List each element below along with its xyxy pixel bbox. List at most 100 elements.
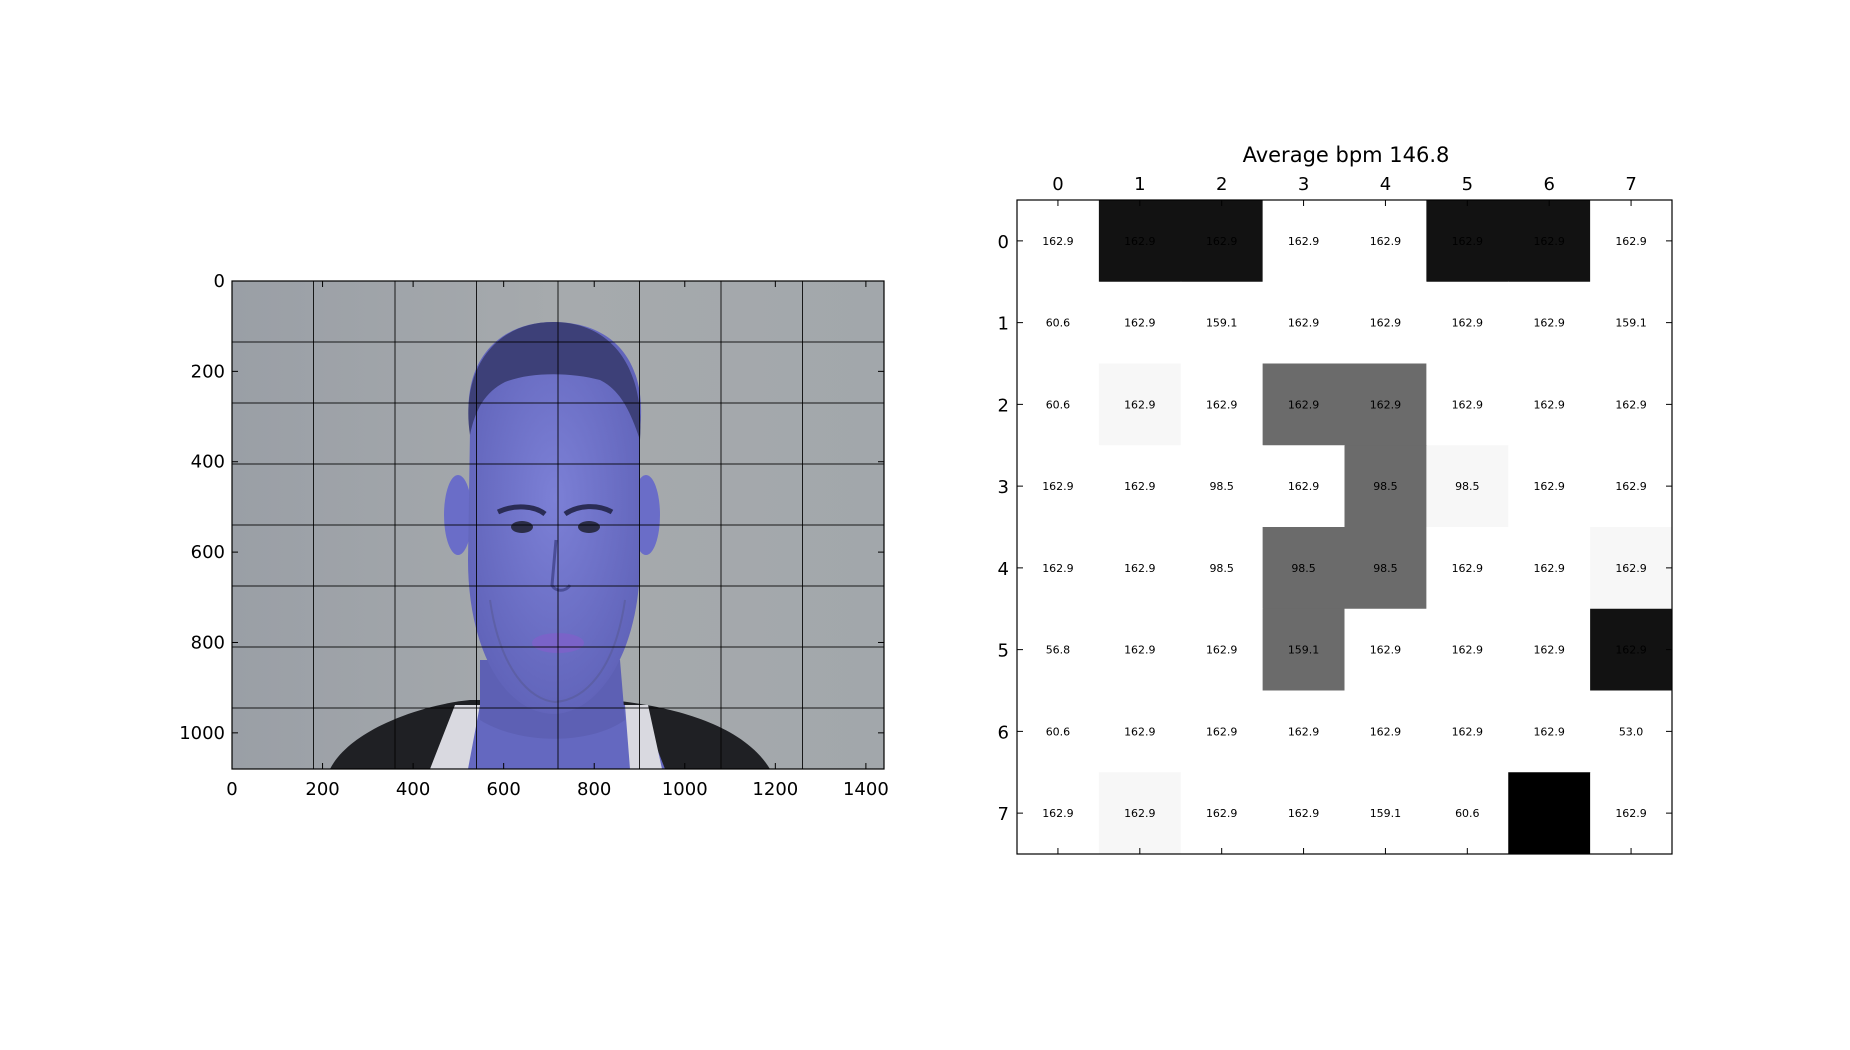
heatmap-cell-label: 162.9 bbox=[1533, 644, 1565, 657]
image-y-tick-label: 800 bbox=[191, 632, 225, 653]
heatmap-cell-label: 162.9 bbox=[1042, 562, 1074, 575]
heatmap-cell bbox=[1344, 608, 1427, 691]
image-y-tick-label: 400 bbox=[191, 452, 225, 473]
heatmap-cell bbox=[1180, 200, 1264, 283]
heatmap-cell-label: 162.9 bbox=[1206, 644, 1238, 657]
heatmap-cell-label: 162.9 bbox=[1452, 317, 1484, 330]
heatmap-cell-label: 159.1 bbox=[1206, 317, 1238, 330]
heatmap-y-tick-label: 1 bbox=[998, 314, 1009, 335]
heatmap-cell bbox=[1344, 363, 1427, 446]
heatmap-cell-label: 162.9 bbox=[1124, 398, 1156, 411]
heatmap-cell bbox=[1508, 281, 1591, 364]
heatmap-cell bbox=[1262, 281, 1345, 364]
image-y-tick-label: 0 bbox=[214, 271, 225, 292]
heatmap-cell-label: 162.9 bbox=[1615, 235, 1647, 248]
image-x-ticks: 0 200 400 600 800 1000 1200 1400 bbox=[226, 281, 889, 800]
heatmap-cell bbox=[1180, 363, 1264, 446]
heatmap-cell-label: 162.9 bbox=[1370, 235, 1402, 248]
heatmap-cell-label: 159.1 bbox=[1370, 807, 1402, 820]
heatmap-cell-label: 162.9 bbox=[1370, 398, 1402, 411]
image-x-tick-label: 600 bbox=[486, 779, 520, 800]
heatmap-cell-label: 162.9 bbox=[1533, 317, 1565, 330]
heatmap-x-tick-label: 2 bbox=[1216, 174, 1227, 195]
heatmap-cell bbox=[1262, 363, 1345, 446]
image-x-tick-label: 400 bbox=[396, 779, 430, 800]
image-y-tick-label: 600 bbox=[191, 542, 225, 563]
heatmap-cell-label: 162.9 bbox=[1288, 317, 1320, 330]
heatmap-cell bbox=[1344, 445, 1427, 528]
heatmap-cell-label: 162.9 bbox=[1533, 398, 1565, 411]
heatmap-cell-label: 162.9 bbox=[1124, 725, 1156, 738]
heatmap-y-tick-label: 5 bbox=[998, 641, 1009, 662]
heatmap-cell-label: 162.9 bbox=[1615, 480, 1647, 493]
heatmap-cell bbox=[1262, 608, 1345, 691]
heatmap-cell bbox=[1017, 772, 1100, 855]
heatmap-y-tick-label: 2 bbox=[998, 395, 1009, 416]
heatmap-cell-label: 60.6 bbox=[1046, 398, 1071, 411]
heatmap-cell-label: 162.9 bbox=[1042, 235, 1074, 248]
heatmap-cell-label: 162.9 bbox=[1533, 725, 1565, 738]
heatmap-cell-label: 162.9 bbox=[1124, 235, 1156, 248]
heatmap-cell-label: 162.9 bbox=[1206, 398, 1238, 411]
heatmap-cell-label: 159.1 bbox=[1288, 644, 1320, 657]
image-y-ticks: 0 200 400 600 800 1000 bbox=[179, 271, 884, 744]
heatmap-cell bbox=[1262, 527, 1345, 610]
heatmap-cell bbox=[1017, 200, 1100, 283]
heatmap-cell-label: 162.9 bbox=[1042, 807, 1074, 820]
image-x-tick-label: 800 bbox=[577, 779, 611, 800]
heatmap-cell bbox=[1098, 200, 1182, 283]
heatmap-cell-label: 162.9 bbox=[1042, 480, 1074, 493]
image-y-tick-label: 200 bbox=[191, 361, 225, 382]
heatmap-x-tick-label: 5 bbox=[1462, 174, 1473, 195]
heatmap-cell-label: 162.9 bbox=[1615, 398, 1647, 411]
heatmap-cell bbox=[1508, 445, 1591, 528]
heatmap-cell bbox=[1017, 281, 1100, 364]
heatmap-cell-label: 162.9 bbox=[1615, 807, 1647, 820]
heatmap-y-ticks: 0 1 2 3 4 5 6 7 bbox=[998, 232, 1672, 825]
heatmap-cell-label: 162.9 bbox=[1206, 725, 1238, 738]
heatmap-cell bbox=[1180, 772, 1264, 855]
heatmap-cell bbox=[1426, 445, 1509, 528]
heatmap-cell bbox=[1098, 772, 1182, 855]
heatmap-x-tick-label: 6 bbox=[1543, 174, 1554, 195]
heatmap-cell bbox=[1017, 527, 1100, 610]
heatmap-cell-label: 162.9 bbox=[1206, 807, 1238, 820]
heatmap-cell-label: 98.5 bbox=[1455, 480, 1480, 493]
heatmap-cell bbox=[1262, 200, 1345, 283]
heatmap-cell-label: 162.9 bbox=[1615, 644, 1647, 657]
heatmap-cell bbox=[1017, 608, 1100, 691]
heatmap-cell-label: 162.9 bbox=[1370, 317, 1402, 330]
heatmap-cell bbox=[1180, 690, 1264, 773]
heatmap-cell-label: 162.9 bbox=[1124, 562, 1156, 575]
heatmap-cell-label: 162.9 bbox=[1124, 480, 1156, 493]
heatmap-cell-label: 162.9 bbox=[1452, 398, 1484, 411]
heatmap-cell bbox=[1262, 772, 1345, 855]
heatmap-y-tick-label: 6 bbox=[998, 722, 1009, 743]
heatmap-cell bbox=[1508, 200, 1591, 283]
heatmap-cell bbox=[1426, 281, 1509, 364]
heatmap-cell-label: 98.5 bbox=[1373, 480, 1398, 493]
heatmap-cell bbox=[1180, 527, 1264, 610]
heatmap-cell bbox=[1017, 445, 1100, 528]
heatmap-cell bbox=[1590, 281, 1673, 364]
heatmap-cell bbox=[1426, 608, 1509, 691]
heatmap-cell bbox=[1344, 690, 1427, 773]
heatmap-cell bbox=[1098, 363, 1182, 446]
heatmap-y-tick-label: 4 bbox=[998, 559, 1009, 580]
heatmap-cell bbox=[1180, 608, 1264, 691]
heatmap-cell bbox=[1590, 608, 1673, 691]
heatmap-title: Average bpm 146.8 bbox=[1243, 143, 1450, 167]
heatmap-cell-label: 162.9 bbox=[1288, 480, 1320, 493]
heatmap-cell bbox=[1590, 772, 1673, 855]
image-axes: 0 200 400 600 800 1000 1200 1400 0 200 400 600 800 1… bbox=[179, 271, 889, 800]
heatmap-cell bbox=[1508, 363, 1591, 446]
heatmap-cell bbox=[1590, 445, 1673, 528]
heatmap-cell bbox=[1426, 363, 1509, 446]
heatmap-x-tick-label: 1 bbox=[1134, 174, 1145, 195]
heatmap-cell bbox=[1426, 527, 1509, 610]
heatmap-cell bbox=[1180, 281, 1264, 364]
heatmap-axes: Average bpm 146.8 162.9 162.9 162.9 162.9 16… bbox=[998, 143, 1673, 855]
image-axes-frame bbox=[231, 280, 885, 770]
image-x-tick-label: 200 bbox=[305, 779, 339, 800]
